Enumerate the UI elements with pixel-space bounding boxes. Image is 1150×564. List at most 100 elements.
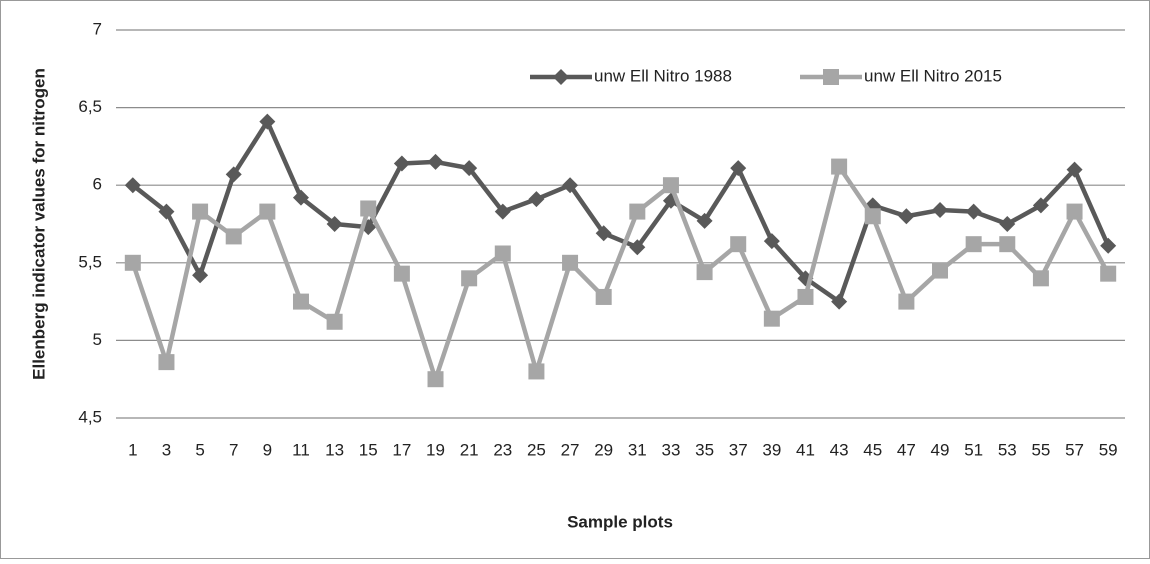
data-point [629,239,646,256]
y-tick-label: 7 [93,19,102,38]
data-point [124,254,141,271]
data-point [461,160,478,177]
data-point [696,212,713,229]
x-tick-label: 9 [263,440,272,459]
data-point [461,270,478,287]
data-point [494,245,511,262]
legend-marker [823,69,839,85]
data-point [192,203,209,220]
data-point [225,228,242,245]
data-point [696,264,713,281]
data-point [427,153,444,170]
data-point [562,177,579,194]
data-point [427,371,444,388]
data-point [965,236,982,253]
data-point [158,354,175,371]
data-point [562,254,579,271]
x-tick-label: 33 [661,440,680,459]
y-tick-label: 5 [93,330,102,349]
x-tick-label: 13 [325,440,344,459]
x-tick-label: 3 [162,440,171,459]
data-point [360,200,377,217]
y-tick-label: 4,5 [78,407,102,426]
x-tick-label: 53 [998,440,1017,459]
data-point [326,313,343,330]
y-tick-label: 5,5 [78,252,102,271]
legend-label: unw Ell Nitro 1988 [594,66,732,85]
data-point [898,208,915,225]
x-tick-label: 31 [628,440,647,459]
data-point [999,216,1016,232]
data-point [932,262,949,279]
x-tick-label: 51 [964,440,983,459]
data-point [932,202,949,219]
x-tick-label: 1 [128,440,137,459]
x-tick-label: 35 [695,440,714,459]
data-point [730,236,747,253]
data-point [831,158,848,175]
data-point [999,236,1016,253]
x-tick-label: 47 [897,440,916,459]
x-tick-label: 25 [527,440,546,459]
data-point [1066,161,1083,178]
x-tick-label: 59 [1099,440,1118,459]
y-axis-title: Ellenberg indicator values for nitrogen [29,68,48,380]
data-point [831,293,848,310]
data-point [730,160,747,177]
x-tick-label: 37 [729,440,748,459]
data-point [1032,197,1049,214]
x-tick-label: 43 [830,440,849,459]
x-axis-title: Sample plots [567,512,673,531]
data-point [1066,203,1083,220]
x-tick-label: 5 [195,440,204,459]
y-tick-label: 6 [93,175,102,194]
data-point [1032,270,1049,287]
x-tick-label: 55 [1031,440,1050,459]
x-tick-label: 27 [561,440,580,459]
x-tick-label: 7 [229,440,238,459]
data-point [595,225,612,242]
data-point [629,203,646,220]
data-point [763,233,780,250]
data-point [763,310,780,327]
x-tick-label: 41 [796,440,815,459]
data-point [1100,265,1117,282]
data-point [225,166,242,183]
x-tick-label: 21 [460,440,479,459]
data-point [1100,237,1117,254]
data-point [158,203,175,220]
x-tick-label: 45 [863,440,882,459]
data-point [292,293,309,310]
data-point [259,113,276,130]
legend-label: unw Ell Nitro 2015 [864,66,1002,85]
data-point [326,216,343,232]
x-tick-label: 17 [392,440,411,459]
data-point [259,203,276,220]
data-point [797,288,814,305]
data-point [662,177,679,194]
data-point [494,203,511,220]
data-point [595,288,612,305]
x-tick-label: 19 [426,440,445,459]
data-point [864,208,881,225]
data-point [292,189,309,206]
data-point [192,267,209,284]
data-point [965,203,982,220]
x-tick-label: 15 [359,440,378,459]
x-tick-label: 29 [594,440,613,459]
legend-marker [553,69,569,85]
x-tick-label: 39 [762,440,781,459]
data-point [393,265,410,282]
data-point [898,293,915,310]
data-point [124,177,141,194]
x-tick-label: 57 [1065,440,1084,459]
data-point [393,155,410,172]
x-tick-label: 23 [493,440,512,459]
data-point [528,363,545,380]
y-tick-label: 6,5 [78,97,102,116]
x-tick-label: 11 [292,440,310,459]
data-point [528,191,545,208]
